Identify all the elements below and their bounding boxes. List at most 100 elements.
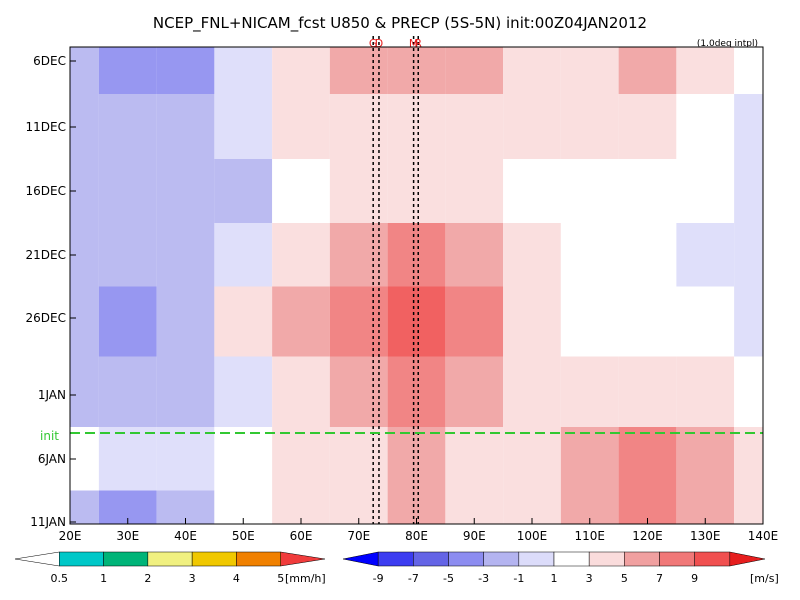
precip-legend-swatch xyxy=(280,551,326,567)
y-tick-label: 16DEC xyxy=(26,184,66,198)
precip-legend-label: 4 xyxy=(233,572,240,585)
marker-lines: GD MR xyxy=(369,36,422,524)
u850-cell xyxy=(214,159,273,223)
y-tick-label: 1JAN xyxy=(38,388,66,402)
wind-legend-label: -7 xyxy=(408,572,419,585)
precip-legend-swatch xyxy=(59,551,104,567)
u850-cell xyxy=(156,47,215,94)
x-tick-label: 140E xyxy=(748,529,779,543)
wind-legend-label: -1 xyxy=(513,572,524,585)
wind-legend-swatch xyxy=(729,551,766,567)
wind-legend-swatch xyxy=(694,551,731,567)
u850-cell xyxy=(329,356,388,427)
u850-cell xyxy=(734,490,763,524)
u850-cell xyxy=(329,427,388,491)
x-tick-label: 70E xyxy=(347,529,370,543)
precip-unit-label: [mm/h] xyxy=(285,572,326,585)
u850-cell xyxy=(445,286,504,357)
y-tick-label: 6JAN xyxy=(38,452,66,466)
wind-legend-swatch xyxy=(659,551,695,567)
precip-legend-swatch xyxy=(236,551,281,567)
u850-cell xyxy=(156,427,215,491)
wind-legend-label: 1 xyxy=(551,572,558,585)
u850-cell xyxy=(560,356,619,427)
u850-cell xyxy=(214,356,273,427)
u850-cell xyxy=(214,427,273,491)
u850-cell xyxy=(70,356,99,427)
precip-legend-label: 2 xyxy=(144,572,151,585)
y-tick-label: 21DEC xyxy=(26,248,66,262)
u850-cell xyxy=(98,427,157,491)
u850-cell xyxy=(618,286,677,357)
u850-cell xyxy=(445,159,504,223)
u850-cell xyxy=(618,159,677,223)
wind-legend-swatch xyxy=(553,551,590,567)
y-tick-label: 6DEC xyxy=(33,54,66,68)
u850-cell xyxy=(676,356,735,427)
wind-unit-label: [m/s] xyxy=(750,572,779,585)
u850-cell xyxy=(445,223,504,287)
wind-legend-label: -3 xyxy=(478,572,489,585)
u850-cell xyxy=(734,286,763,357)
wind-legend-swatch xyxy=(624,551,660,567)
u850-cell xyxy=(503,94,561,159)
u850-cell xyxy=(387,427,446,491)
u850-cell xyxy=(734,159,763,223)
u850-cell xyxy=(560,94,619,159)
wind-legend-swatch xyxy=(483,551,520,567)
wind-legend-label: -9 xyxy=(373,572,384,585)
u850-cell xyxy=(503,286,561,357)
chart-title: NCEP_FNL+NICAM_fcst U850 & PRECP (5S-5N)… xyxy=(153,14,647,33)
precip-legend-label: 5 xyxy=(277,572,284,585)
marker-label: D xyxy=(375,37,383,50)
precip-legend-label: 3 xyxy=(189,572,196,585)
wind-legend-swatch xyxy=(377,551,414,567)
u850-cell xyxy=(676,427,735,491)
axes: 20E 30E 40E 50E 60E 70E 80E 90E 100E 110E 120E 130E… xyxy=(26,46,779,543)
wind-legend-swatch xyxy=(413,551,449,567)
wind-legend: -9 -7 -5 -3 -1 1 3 5 7 9 xyxy=(342,551,766,585)
x-tick-label: 100E xyxy=(517,529,548,543)
u850-cell xyxy=(503,47,561,94)
wind-legend-label: 5 xyxy=(621,572,628,585)
u850-cell xyxy=(503,223,561,287)
u850-cell xyxy=(272,356,330,427)
u850-cell xyxy=(734,356,763,427)
u850-cell xyxy=(214,223,273,287)
precip-legend-swatch xyxy=(147,551,193,567)
u850-cell xyxy=(734,94,763,159)
u850-cell xyxy=(618,427,677,491)
u850-cell xyxy=(676,47,735,94)
u850-cell xyxy=(214,94,273,159)
x-tick-label: 60E xyxy=(290,529,313,543)
u850-cell xyxy=(676,286,735,357)
u850-cell xyxy=(387,223,446,287)
u850-cell xyxy=(560,159,619,223)
marker-label: R xyxy=(414,37,422,50)
interpolation-note: (1.0deg intpl) xyxy=(697,39,758,49)
u850-cell xyxy=(560,286,619,357)
u850-cell xyxy=(676,159,735,223)
precip-legend-swatch xyxy=(103,551,149,567)
wind-legend-swatch xyxy=(588,551,625,567)
precip-legend-label: 0.5 xyxy=(51,572,69,585)
x-tick-label: 120E xyxy=(632,529,663,543)
y-tick-label: 11DEC xyxy=(26,120,66,134)
u850-cell xyxy=(156,286,215,357)
u850-cell xyxy=(387,94,446,159)
precip-legend-swatch xyxy=(191,551,237,567)
u850-cell xyxy=(156,356,215,427)
marker-label: G xyxy=(369,37,378,50)
u850-cell xyxy=(329,47,388,94)
u850-cell xyxy=(98,159,157,223)
u850-cell xyxy=(156,223,215,287)
u850-cell xyxy=(272,159,330,223)
init-label: init xyxy=(40,429,59,443)
x-tick-label: 30E xyxy=(116,529,139,543)
x-tick-label: 50E xyxy=(232,529,255,543)
u850-cell xyxy=(445,94,504,159)
u850-cell xyxy=(70,47,99,94)
wind-legend-swatch xyxy=(342,551,379,567)
y-tick-label: 26DEC xyxy=(26,311,66,325)
